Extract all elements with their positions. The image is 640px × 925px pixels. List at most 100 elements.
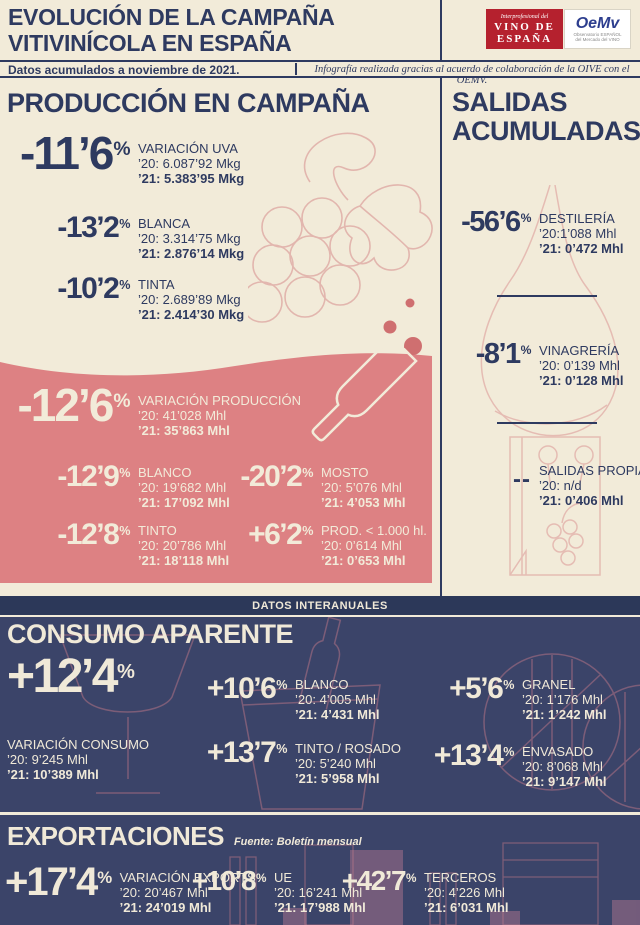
vino-de-espana-logo: Interprofesional del VINO DE ESPAÑA (486, 9, 563, 49)
stat-value: +6’2% (248, 518, 313, 551)
stat-destileria: -56’6% DESTILERÍA ’20:1’088 Mhl ’21: 0’4… (443, 206, 624, 257)
stat-2020: ’20: 8’068 Mhl (522, 759, 603, 774)
stat-label: DESTILERÍA (539, 211, 615, 226)
percent-sign: % (406, 871, 416, 885)
stat-2021: ’21: 2.414’30 Mkg (138, 307, 245, 322)
export-section-background (0, 815, 640, 925)
percent-sign: % (119, 217, 130, 232)
percent-sign: % (97, 868, 112, 888)
stat-granel: +5’6% GRANEL ’20: 1’176 Mhl ’21: 1’242 M… (377, 672, 606, 723)
stat-ue: +10’8% UE ’20: 16’241 Mhl ’21: 17’988 Mh… (150, 867, 366, 916)
barrel-circles-icon (483, 653, 640, 810)
stat-value-consumo-main: +12’4% (7, 650, 135, 703)
stat-blanca: -13’2% BLANCA ’20: 3.314’75 Mkg ’21: 2.8… (0, 213, 245, 262)
stat-mosto: -20’2% MOSTO ’20: 5’076 Mhl ’21: 4’053 M… (180, 462, 406, 511)
stat-2021: ’21: 10’389 Mhl (7, 767, 99, 782)
percent-sign: % (503, 745, 514, 760)
stat-value: -- (513, 466, 531, 493)
percent-sign: % (116, 660, 135, 683)
wine-glass-icon (58, 634, 197, 794)
stat-2021: ’21: 2.876’14 Mkg (138, 246, 245, 261)
wine-wave-shape (0, 353, 432, 382)
stat-tinto: -12’8% TINTO ’20: 20’786 Mhl ’21: 18’118… (0, 520, 229, 569)
stat-2021: ’21: 0’406 Mhl (539, 493, 624, 508)
stat-2021: ’21: 35’863 Mhl (138, 423, 230, 438)
stat-prod-menor: +6’2% PROD. < 1.000 hl. ’20: 0’614 Mhl ’… (180, 518, 427, 569)
stat-consumo-main-info: VARIACIÓN CONSUMO ’20: 9’245 Mhl ’21: 10… (7, 737, 149, 782)
stat-value: -10’2% (57, 272, 130, 305)
oemv-logo: OeMv Observatorio ESPAÑOL del Mercado de… (564, 9, 631, 49)
stat-2021: ’21: 0’128 Mhl (539, 373, 624, 388)
percent-sign: % (302, 466, 313, 481)
stat-2020: ’20:1’088 Mhl (539, 226, 617, 241)
stat-blanco: -12’9% BLANCO ’20: 19’682 Mhl ’21: 17’09… (0, 462, 230, 511)
consumo-title: CONSUMO APARENTE (7, 619, 294, 649)
stat-label: VARIACIÓN PRODUCCIÓN (138, 393, 301, 408)
stat-value: +5’6% (449, 672, 514, 705)
pouring-bottle-icon (311, 348, 418, 442)
ice-bucket-bottle-icon (239, 617, 381, 810)
stat-variacion-exports: +17’4% VARIACIÓN EXPORTS ’20: 20’467 Mhl… (5, 862, 256, 915)
stat-label: SALIDAS PROPIAS (539, 463, 640, 478)
page-title-line1: EVOLUCIÓN DE LA CAMPAÑA (8, 4, 335, 30)
stat-variacion-uva: -11’6% VARIACIÓN UVA ’20: 6.087’92 Mkg ’… (0, 130, 245, 186)
export-title: EXPORTACIONES (7, 821, 224, 851)
stat-2021: ’21: 4’431 Mhl (295, 707, 380, 722)
stat-value: +13’7% (206, 736, 288, 769)
stat-2020: ’20: 1’176 Mhl (522, 692, 603, 707)
stat-2020: ’20: 4’005 Mhl (295, 692, 376, 707)
info-bar-separator (295, 63, 297, 75)
stat-label: UE (274, 870, 293, 885)
stat-label: BLANCA (138, 216, 191, 231)
stat-label: VARIACIÓN CONSUMO (7, 737, 150, 752)
salidas-divider-1 (497, 295, 597, 297)
stat-2021: ’21: 24’019 Mhl (119, 900, 212, 915)
stat-2020: ’20: 6.087’92 Mkg (138, 156, 241, 171)
credits-label: Infografía realizada gracias al acuerdo … (314, 64, 630, 86)
stat-2020: ’20: 41’028 Mhl (138, 408, 227, 423)
percent-sign: % (503, 678, 514, 693)
stat-label: PROD. < 1.000 hl. (321, 523, 427, 538)
percent-sign: % (276, 742, 287, 757)
stat-2020: ’20: 2.689’89 Mkg (138, 292, 241, 307)
stat-2020: ’20: 0’614 Mhl (321, 538, 402, 553)
column-divider (440, 78, 442, 596)
percent-sign: % (276, 678, 287, 693)
stat-2021: ’21: 17’988 Mhl (274, 900, 366, 915)
stat-salidas-propias: -- SALIDAS PROPIAS ’20: n/d ’21: 0’406 M… (443, 461, 640, 508)
stat-value: -8’1% (475, 338, 532, 370)
stat-2020: ’20: 16’241 Mhl (274, 885, 363, 900)
stat-2021: ’21: 5’958 Mhl (295, 771, 380, 786)
stat-2021: ’21: 4’053 Mhl (321, 495, 406, 510)
stat-label: VARIACIÓN EXPORTS (119, 870, 256, 885)
stat-2021: ’21: 0’472 Mhl (539, 241, 624, 256)
stat-variacion-produccion: -12’6% VARIACIÓN PRODUCCIÓN ’20: 41’028 … (0, 379, 301, 438)
stat-label: BLANCO (138, 465, 192, 480)
percent-sign: % (113, 139, 130, 161)
stat-vinagreria: -8’1% VINAGRERÍA ’20: 0’139 Mhl ’21: 0’1… (443, 338, 624, 389)
interannual-band: DATOS INTERANUALES (0, 596, 640, 617)
stat-label: TINTO / ROSADO (295, 741, 401, 756)
percent-sign: % (119, 524, 130, 539)
stat-label: VINAGRERÍA (539, 343, 620, 358)
export-title-row: EXPORTACIONES Fuente: Boletín mensual (7, 822, 362, 851)
stat-2021: ’21: 5.383’95 Mkg (138, 171, 245, 186)
stat-2020: ’20: 9’245 Mhl (7, 752, 88, 767)
stat-value: -56’6% (461, 206, 532, 238)
data-date-label: Datos acumulados a noviembre de 2021. (8, 63, 240, 77)
grape-bunch-icon (248, 132, 433, 355)
stat-label: GRANEL (522, 677, 576, 692)
stat-label: ENVASADO (522, 744, 594, 759)
stat-label: BLANCO (295, 677, 349, 692)
stat-2021: ’21: 17’092 Mhl (138, 495, 230, 510)
stat-tinta: -10’2% TINTA ’20: 2.689’89 Mkg ’21: 2.41… (0, 272, 245, 323)
percent-sign: % (520, 211, 532, 226)
wine-drops-icon (383, 298, 422, 355)
cargo-bars-icon (229, 842, 640, 925)
stat-value: -12’6% (17, 379, 130, 431)
stat-2020: ’20: 19’682 Mhl (138, 480, 227, 495)
stat-2020: ’20: n/d (539, 478, 582, 493)
stat-value: +13’4% (433, 739, 515, 772)
stat-2020: ’20: 20’786 Mhl (138, 538, 227, 553)
